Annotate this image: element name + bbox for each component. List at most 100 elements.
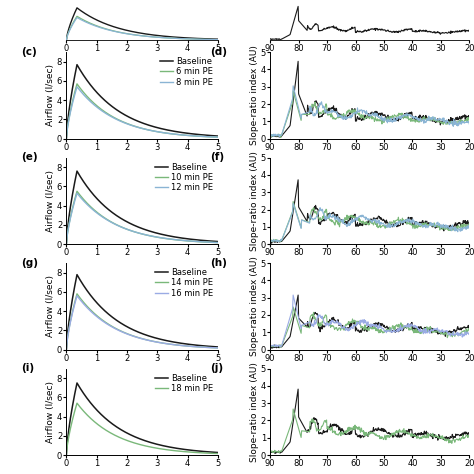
12 min PE	[91, 207, 96, 213]
Text: (h): (h)	[210, 258, 228, 268]
Line: 8 min PE: 8 min PE	[66, 87, 218, 138]
Baseline	[64, 452, 69, 458]
14 min PE	[215, 345, 221, 351]
Y-axis label: Airflow (l/sec): Airflow (l/sec)	[46, 381, 55, 443]
16 min PE	[178, 343, 183, 348]
Baseline	[178, 340, 183, 346]
8 min PE	[132, 124, 138, 129]
Baseline	[103, 98, 109, 104]
Legend: Baseline, 6 min PE, 8 min PE: Baseline, 6 min PE, 8 min PE	[157, 54, 216, 90]
Baseline	[132, 117, 138, 123]
10 min PE	[132, 229, 138, 235]
16 min PE	[103, 320, 109, 326]
Legend: Baseline, 18 min PE: Baseline, 18 min PE	[152, 370, 216, 396]
14 min PE	[153, 339, 159, 345]
Text: (e): (e)	[21, 153, 37, 163]
8 min PE	[91, 101, 96, 107]
Baseline	[74, 380, 80, 386]
Line: Baseline: Baseline	[66, 383, 218, 455]
Baseline	[103, 416, 109, 421]
18 min PE	[165, 447, 171, 453]
8 min PE	[165, 130, 171, 136]
Text: (i): (i)	[21, 364, 34, 374]
Baseline	[103, 204, 109, 210]
Baseline	[178, 235, 183, 241]
6 min PE	[178, 132, 183, 137]
Line: 16 min PE: 16 min PE	[66, 296, 218, 350]
Line: 14 min PE: 14 min PE	[66, 294, 218, 350]
18 min PE	[178, 448, 183, 454]
Line: Baseline: Baseline	[66, 64, 218, 138]
Baseline	[178, 446, 183, 452]
18 min PE	[153, 445, 159, 451]
10 min PE	[165, 236, 171, 242]
Y-axis label: Airflow (l/sec): Airflow (l/sec)	[46, 170, 55, 232]
6 min PE	[103, 109, 109, 115]
Baseline	[165, 233, 171, 238]
Baseline	[103, 309, 109, 314]
12 min PE	[153, 234, 159, 240]
Y-axis label: Slope-ratio index (AU): Slope-ratio index (AU)	[250, 151, 259, 251]
Baseline	[64, 347, 69, 353]
6 min PE	[132, 124, 138, 129]
16 min PE	[91, 311, 96, 317]
Baseline	[91, 86, 96, 91]
Baseline	[74, 168, 80, 174]
10 min PE	[64, 241, 69, 247]
Legend: Baseline, 14 min PE, 16 min PE: Baseline, 14 min PE, 16 min PE	[152, 265, 216, 301]
18 min PE	[132, 440, 138, 446]
Baseline	[153, 125, 159, 130]
Baseline	[64, 136, 69, 141]
10 min PE	[215, 240, 221, 246]
Line: Baseline: Baseline	[66, 274, 218, 350]
Text: (c): (c)	[21, 47, 36, 57]
10 min PE	[153, 234, 159, 240]
Y-axis label: Slope-ratio index (AU): Slope-ratio index (AU)	[250, 46, 259, 146]
18 min PE	[215, 451, 221, 456]
16 min PE	[153, 339, 159, 345]
Y-axis label: Airflow (l/sec): Airflow (l/sec)	[46, 64, 55, 127]
Baseline	[132, 434, 138, 440]
Text: (j): (j)	[210, 364, 224, 374]
Line: 6 min PE: 6 min PE	[66, 84, 218, 138]
16 min PE	[74, 293, 80, 299]
16 min PE	[215, 345, 221, 351]
10 min PE	[74, 189, 80, 194]
6 min PE	[74, 81, 80, 87]
Line: 18 min PE: 18 min PE	[66, 403, 218, 455]
8 min PE	[215, 134, 221, 140]
Baseline	[64, 241, 69, 247]
8 min PE	[178, 132, 183, 137]
Baseline	[132, 223, 138, 228]
Baseline	[91, 192, 96, 198]
Baseline	[91, 403, 96, 409]
Line: Baseline: Baseline	[66, 171, 218, 244]
Baseline	[165, 338, 171, 344]
Text: (d): (d)	[210, 47, 228, 57]
14 min PE	[178, 343, 183, 348]
14 min PE	[64, 347, 69, 353]
18 min PE	[64, 452, 69, 458]
14 min PE	[91, 310, 96, 316]
18 min PE	[74, 401, 80, 406]
12 min PE	[74, 191, 80, 196]
8 min PE	[103, 110, 109, 116]
6 min PE	[64, 136, 69, 141]
Baseline	[74, 272, 80, 277]
16 min PE	[64, 347, 69, 353]
Y-axis label: Slope-ratio index (AU): Slope-ratio index (AU)	[250, 362, 259, 462]
14 min PE	[132, 334, 138, 339]
8 min PE	[64, 136, 69, 141]
Baseline	[153, 230, 159, 236]
Baseline	[178, 129, 183, 135]
18 min PE	[91, 418, 96, 424]
Baseline	[215, 450, 221, 456]
10 min PE	[91, 207, 96, 212]
12 min PE	[132, 229, 138, 235]
Legend: Baseline, 10 min PE, 12 min PE: Baseline, 10 min PE, 12 min PE	[152, 159, 216, 195]
Baseline	[153, 335, 159, 341]
Line: 12 min PE: 12 min PE	[66, 193, 218, 244]
10 min PE	[103, 216, 109, 221]
12 min PE	[64, 241, 69, 247]
Line: 10 min PE: 10 min PE	[66, 191, 218, 244]
